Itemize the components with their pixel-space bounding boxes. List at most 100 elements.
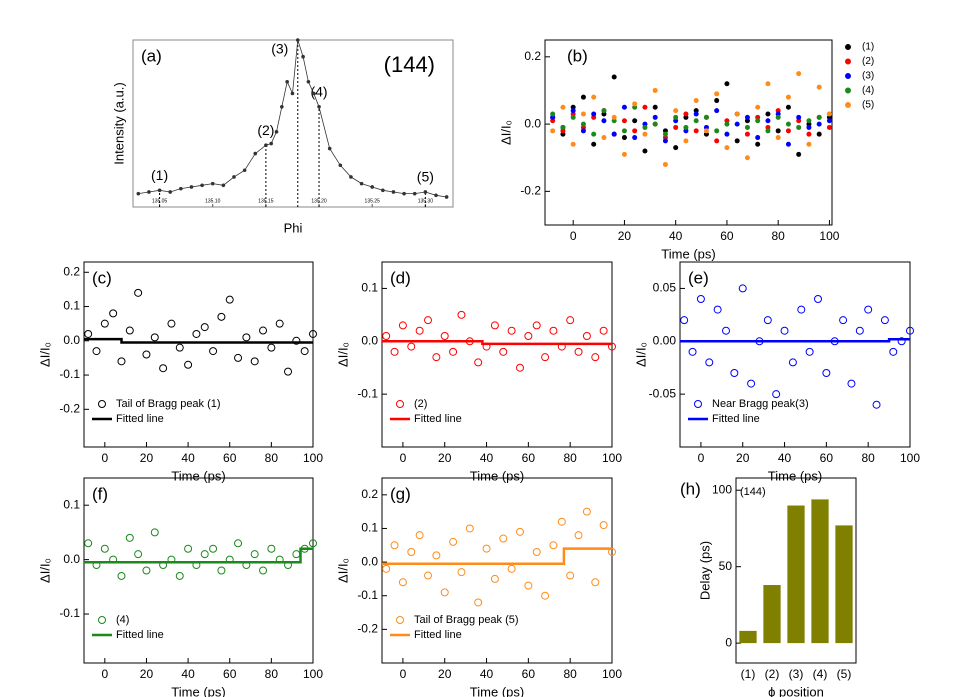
data-point [580, 94, 586, 100]
data-point [267, 544, 276, 553]
data-point [826, 118, 832, 124]
data-point [872, 400, 881, 409]
data-point [591, 111, 597, 117]
legend-swatch [98, 400, 106, 408]
data-point [200, 323, 209, 332]
x-tick-label: 20 [140, 667, 154, 681]
data-point [744, 155, 750, 161]
x-tick-label: 80 [862, 451, 876, 465]
data-point [864, 305, 873, 314]
data-point [696, 295, 705, 303]
data-point [785, 104, 791, 110]
data-point [601, 118, 607, 124]
bar [811, 499, 829, 644]
data-point [449, 347, 458, 356]
data-point [499, 534, 508, 543]
legend-swatch [845, 73, 851, 79]
y-tick-label: 0.05 [653, 281, 677, 295]
data-point [632, 128, 638, 134]
legend-label: (2) [862, 56, 874, 67]
x-tick-label: 0 [570, 229, 577, 243]
data-point [765, 111, 771, 117]
data-point [549, 326, 558, 335]
data-point [168, 190, 173, 194]
data-point [134, 288, 143, 297]
data-point [582, 332, 591, 340]
y-axis-label: ΔI/I₀ [335, 342, 350, 367]
data-point [897, 337, 906, 346]
legend-label: (3) [862, 71, 874, 82]
annotation: (144) [740, 486, 766, 498]
data-point [642, 124, 648, 130]
data-point [652, 121, 658, 127]
data-point [381, 188, 385, 193]
data-point [747, 379, 756, 388]
data-point [560, 104, 566, 110]
data-point [474, 598, 483, 607]
data-point [703, 128, 709, 134]
data-point [250, 550, 259, 559]
data-point [775, 114, 781, 120]
data-point [714, 128, 720, 134]
data-point [688, 347, 697, 356]
x-tick-label: 60 [820, 451, 834, 465]
data-point [765, 118, 771, 124]
data-point [724, 121, 730, 127]
data-point [311, 91, 316, 96]
plot-frame [83, 477, 314, 664]
data-point [407, 548, 416, 556]
data-point [714, 108, 720, 114]
data-point [159, 364, 168, 373]
y-tick-label: 0.0 [63, 333, 80, 347]
data-point [755, 118, 761, 124]
data-point [490, 574, 499, 583]
data-point [209, 347, 218, 356]
data-point [722, 326, 730, 335]
panel-label: (a) [141, 46, 162, 65]
data-point [225, 295, 234, 304]
data-point [524, 581, 533, 590]
data-point [796, 71, 802, 77]
data-point [763, 316, 772, 325]
data-point [601, 108, 607, 114]
data-point [217, 566, 226, 575]
data-point [580, 121, 586, 127]
data-point [259, 326, 268, 335]
data-point [275, 319, 284, 328]
legend-swatch [845, 58, 851, 65]
data-point [440, 332, 449, 340]
data-point [338, 163, 343, 168]
data-point [755, 104, 761, 110]
data-point [705, 358, 714, 367]
data-point [570, 114, 576, 120]
data-point [570, 141, 576, 147]
data-point [816, 84, 822, 90]
data-point [714, 91, 720, 97]
data-point [557, 517, 566, 526]
data-point [826, 111, 832, 117]
data-point [788, 358, 797, 367]
data-point [673, 145, 679, 151]
data-point [599, 521, 608, 530]
data-point [611, 131, 617, 137]
data-point [234, 539, 243, 548]
y-tick-label: -0.2 [520, 184, 541, 198]
data-point [611, 114, 617, 120]
x-tick-label: 100 [303, 451, 323, 465]
data-point [142, 350, 151, 359]
data-point [560, 124, 566, 130]
data-point [822, 369, 831, 377]
x-tick-label: 80 [265, 451, 279, 465]
data-point [457, 310, 466, 319]
x-axis-label: Time (ps) [171, 468, 225, 483]
x-tick-label: 0 [698, 451, 705, 465]
plot-frame [679, 261, 911, 448]
data-point [221, 183, 226, 188]
data-point [744, 131, 750, 137]
x-tick-label: 100 [303, 667, 323, 681]
data-point [549, 541, 558, 550]
y-tick-label: 100 [712, 482, 732, 496]
data-point [744, 114, 750, 120]
x-tick-label: 80 [564, 667, 578, 681]
